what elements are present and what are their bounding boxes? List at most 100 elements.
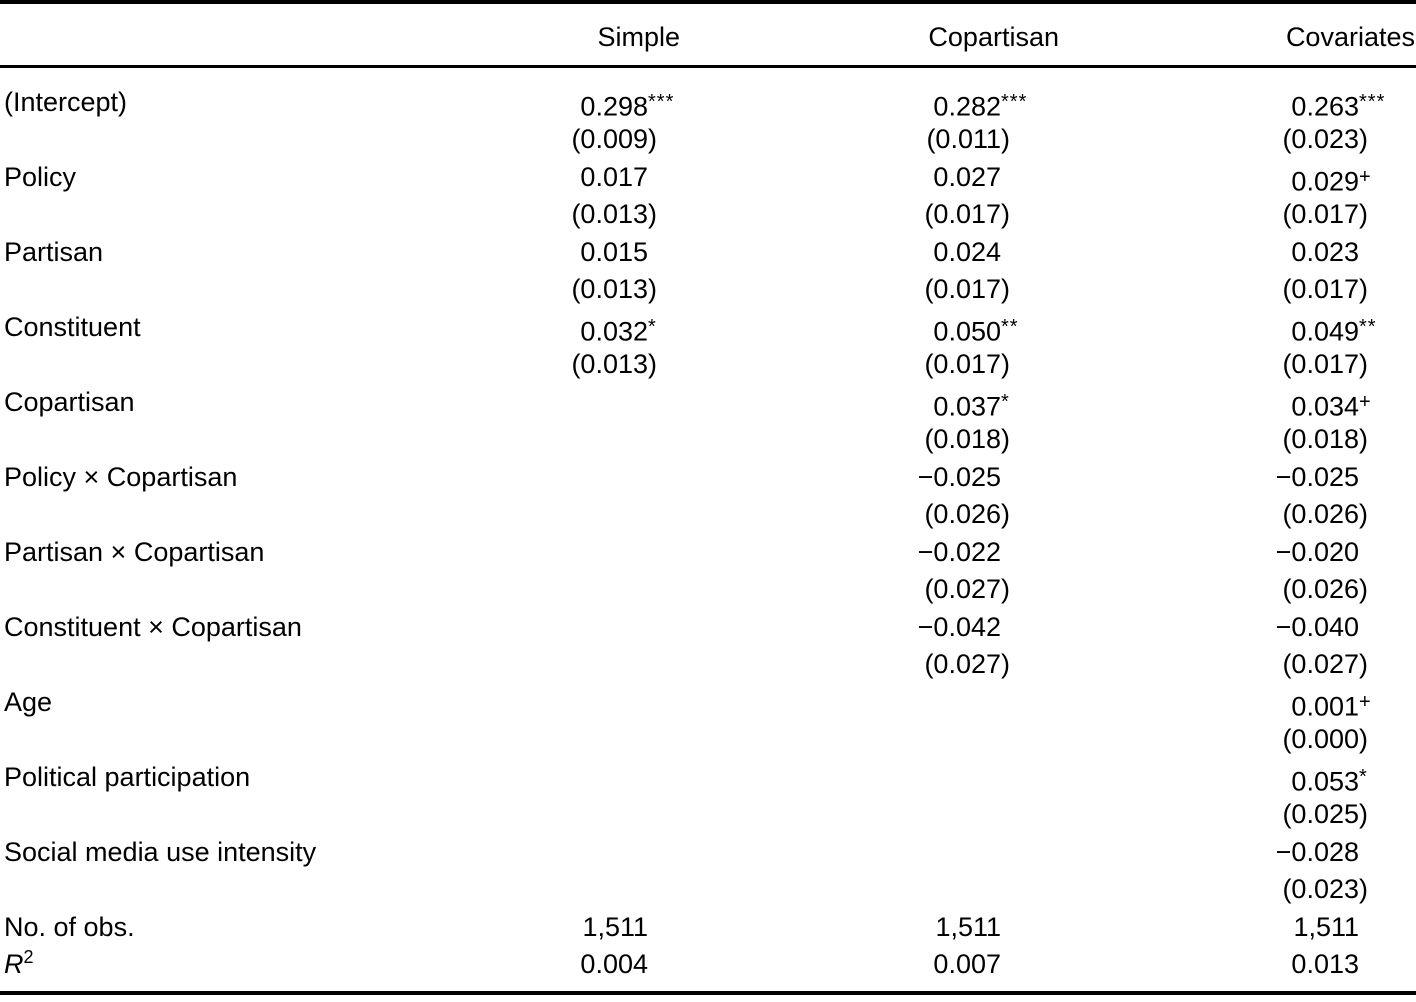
coefficient-cell: −0.025 (0.026) <box>692 459 1065 534</box>
standard-error-number: (0.018 <box>924 424 1001 454</box>
row-label: Political participation <box>4 761 251 792</box>
estimate-value: 0.027 <box>692 159 1001 197</box>
standard-error: (0.017) <box>924 274 1010 304</box>
estimate-number: −0.020 <box>1275 536 1359 567</box>
coefficient-cell: 0.034+ (0.018) <box>1065 384 1416 459</box>
coefficient-cell <box>520 684 692 759</box>
estimate-number: −0.022 <box>917 536 1001 567</box>
coefficient-cell: 0.282*** (0.011) <box>692 66 1065 159</box>
estimate-value: 0.053* <box>1291 765 1368 797</box>
coef-row: Political participation 0.053* (0.025) <box>0 759 1416 834</box>
estimate-number: 0.029 <box>1291 166 1359 196</box>
estimate-value: 0.049** <box>1291 315 1377 347</box>
standard-error-number: (0.025 <box>1282 799 1359 829</box>
coefficient-cell <box>520 534 692 609</box>
standard-error-number: (0.013 <box>571 349 648 379</box>
estimate-value: 0.263*** <box>1291 90 1386 122</box>
coefficient-cell: 0.017 (0.013) <box>520 159 692 234</box>
standard-error: (0.017) <box>1282 274 1368 304</box>
standard-error-number: (0.009 <box>571 124 648 154</box>
standard-error-number: (0.026 <box>1282 574 1359 604</box>
estimate-value: 0.037* <box>933 390 1010 422</box>
standard-error: (0.027) <box>924 649 1010 679</box>
estimate-number: −0.028 <box>1275 836 1359 867</box>
estimate-value: 0.034+ <box>1291 390 1372 422</box>
standard-error-number: (0.026 <box>924 499 1001 529</box>
estimate-number: 0.024 <box>933 236 1001 267</box>
r-squared-exponent: 2 <box>23 947 34 967</box>
standard-error: (0.017) <box>1282 199 1368 229</box>
row-label: Constituent <box>4 311 141 342</box>
standard-error: (0.026) <box>924 499 1010 529</box>
standard-error: (0.023) <box>1282 124 1368 154</box>
coefficient-cell <box>520 759 692 834</box>
coefficient-cell: 0.001+ (0.000) <box>1065 684 1416 759</box>
estimate-number: 0.037 <box>933 391 1001 421</box>
standard-error: (0.026) <box>1282 499 1368 529</box>
table-header: Simple Copartisan Covariates <box>0 2 1416 68</box>
standard-error: (0.026) <box>1282 574 1368 604</box>
standard-error-number: (0.027 <box>924 649 1001 679</box>
standard-error-number: (0.027 <box>1282 649 1359 679</box>
standard-error-number: (0.000 <box>1282 724 1359 754</box>
estimate-number: 0.053 <box>1291 766 1359 796</box>
row-label: Constituent × Copartisan <box>4 611 302 642</box>
coefficient-cell <box>520 834 692 909</box>
r-squared-base: R <box>4 949 24 979</box>
row-label: Partisan × Copartisan <box>4 536 265 567</box>
coefficient-cell: −0.020 (0.026) <box>1065 534 1416 609</box>
estimate-value: 0.282*** <box>933 90 1028 122</box>
estimate-number: 0.282 <box>933 91 1001 121</box>
summary-row: No. of obs. 1,511 1,511 1,511 <box>0 909 1416 947</box>
coef-row: Constituent 0.032* (0.013) 0.050** (0.017) 0.… <box>0 309 1416 384</box>
coef-row: Partisan × Copartisan −0.022 (0.027) −0.020… <box>0 534 1416 609</box>
row-label: Age <box>4 686 53 717</box>
standard-error: (0.013) <box>571 349 657 379</box>
summary-value: 1,511 <box>935 911 1001 942</box>
row-label: Social media use intensity <box>4 836 317 867</box>
coefficient-cell: 0.024 (0.017) <box>692 234 1065 309</box>
estimate-value: 0.001+ <box>1291 690 1372 722</box>
coefficient-rows: (Intercept) 0.298*** (0.009) 0.282*** (0.011… <box>0 66 1416 909</box>
coefficient-cell: 0.050** (0.017) <box>692 309 1065 384</box>
coefficient-cell: 0.263*** (0.023) <box>1065 66 1416 159</box>
coefficient-cell <box>520 609 692 684</box>
coef-row: Policy 0.017 (0.013) 0.027 (0.017) 0.029+ (0.0… <box>0 159 1416 234</box>
header-empty-cell <box>0 2 520 68</box>
column-header-simple: Simple <box>520 2 692 68</box>
column-header-copartisan: Copartisan <box>692 2 1065 68</box>
coef-row: Partisan 0.015 (0.013) 0.024 (0.017) 0.023 (0.… <box>0 234 1416 309</box>
coefficient-cell: 0.027 (0.017) <box>692 159 1065 234</box>
summary-value: 0.007 <box>933 949 1001 979</box>
summary-value: 0.013 <box>1291 949 1359 979</box>
summary-label: R2 <box>0 946 520 993</box>
standard-error-number: (0.013 <box>571 199 648 229</box>
estimate-number: −0.025 <box>917 461 1001 492</box>
estimate-number: 0.015 <box>580 236 648 267</box>
standard-error: (0.027) <box>1282 649 1368 679</box>
coef-row: Social media use intensity −0.028 (0.023) <box>0 834 1416 909</box>
summary-value: 1,511 <box>1293 911 1359 942</box>
estimate-value: −0.022 <box>692 534 1001 572</box>
estimate-value: 0.017 <box>520 159 648 197</box>
estimate-value: −0.025 <box>692 459 1001 497</box>
coefficient-cell: 0.049** (0.017) <box>1065 309 1416 384</box>
estimate-value: 0.298*** <box>580 90 675 122</box>
coefficient-cell: 0.015 (0.013) <box>520 234 692 309</box>
coefficient-cell: −0.022 (0.027) <box>692 534 1065 609</box>
summary-value: 1,511 <box>582 911 648 942</box>
coefficient-cell: −0.040 (0.027) <box>1065 609 1416 684</box>
column-header-covariates: Covariates <box>1065 2 1416 68</box>
estimate-value: 0.029+ <box>1291 165 1372 197</box>
estimate-number: 0.023 <box>1291 236 1359 267</box>
summary-row: R2 0.004 0.007 0.013 <box>0 946 1416 993</box>
estimate-value: −0.028 <box>1065 834 1359 872</box>
row-label: Policy × Copartisan <box>4 461 238 492</box>
standard-error: (0.013) <box>571 199 657 229</box>
coef-row: Policy × Copartisan −0.025 (0.026) −0.025 (0… <box>0 459 1416 534</box>
estimate-number: 0.001 <box>1291 691 1359 721</box>
standard-error: (0.018) <box>924 424 1010 454</box>
estimate-value: 0.024 <box>692 234 1001 272</box>
